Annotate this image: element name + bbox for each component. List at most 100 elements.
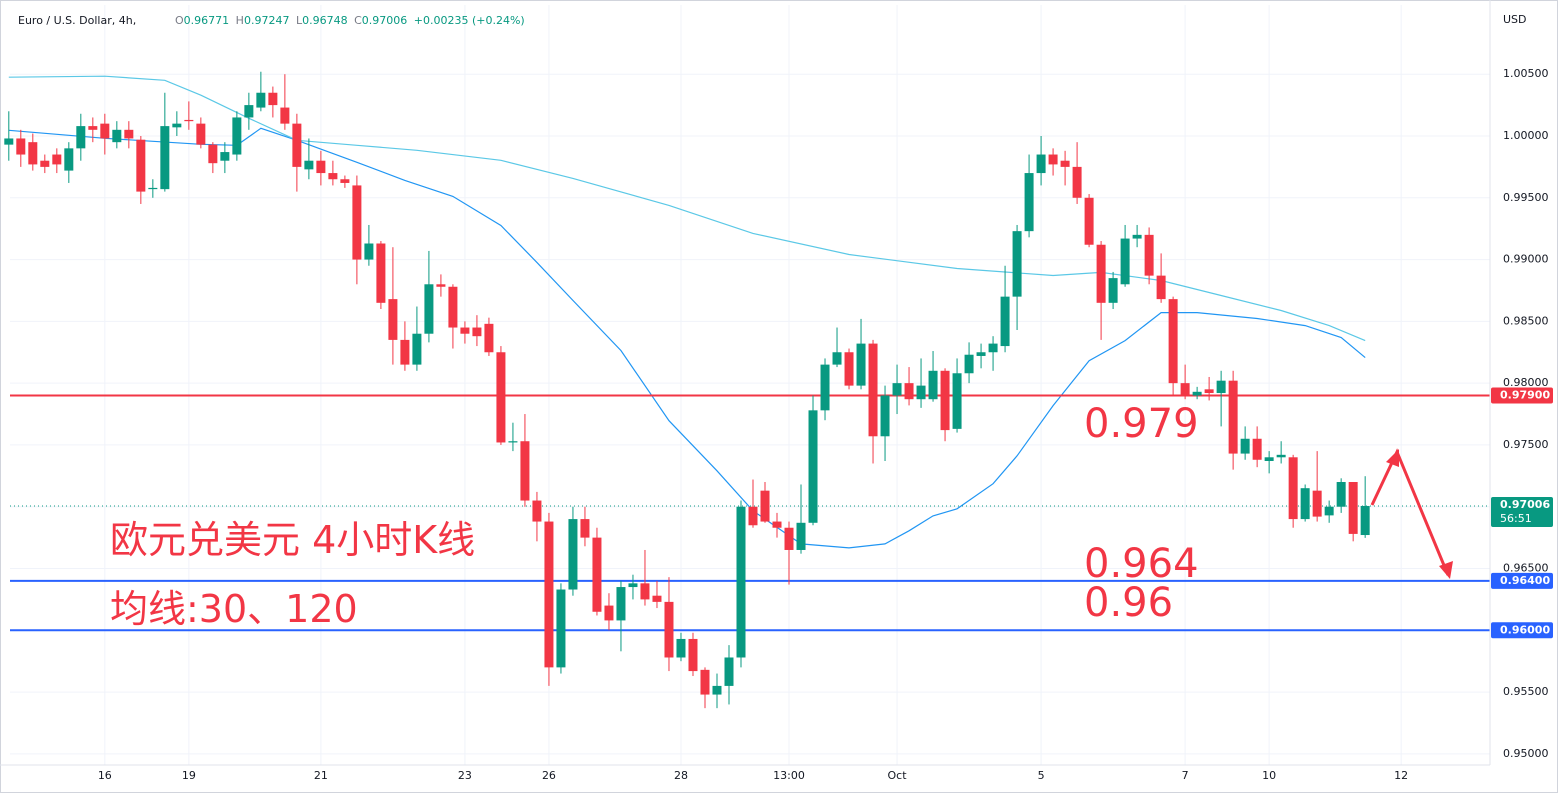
candle-body [580, 519, 590, 538]
candle-body [820, 364, 830, 411]
candle-body [448, 286, 458, 328]
ohlc-value: 0.96748 [302, 14, 348, 27]
candle-body [1096, 244, 1106, 303]
candle-body [976, 352, 986, 356]
candle-body [832, 352, 842, 365]
candle-body [676, 638, 686, 658]
annotation: 0.964 [1084, 541, 1199, 587]
y-tick-label: 1.00500 [1503, 67, 1549, 80]
candle-body [1156, 275, 1166, 300]
level-label-box [1491, 622, 1553, 639]
countdown-label: 56:51 [1500, 512, 1532, 525]
symbol-title: Euro / U.S. Dollar, 4h, [18, 14, 136, 27]
candle-body [280, 107, 290, 124]
y-tick-label: 0.96500 [1503, 562, 1549, 575]
candle-body [244, 105, 254, 118]
candle-body [760, 490, 770, 522]
level-label-box [1491, 572, 1553, 589]
candle-body [424, 284, 434, 334]
candle-body [784, 527, 794, 550]
arrow-head [1439, 561, 1453, 579]
candle-body [772, 521, 782, 528]
candle-body [1192, 391, 1202, 396]
candle-body [1264, 457, 1274, 461]
candle-body [364, 243, 374, 260]
candle-body [1084, 197, 1094, 245]
ohlc-value: 0.96771 [184, 14, 230, 27]
axes: 1.00500 1.00000 0.99500 0.99000 0.98500 0.980… [98, 67, 1553, 782]
candle-body [1240, 438, 1250, 454]
candle-body [148, 187, 158, 190]
candle-body [124, 129, 134, 139]
candle-body [1288, 457, 1298, 520]
x-tick-label: 26 [542, 769, 556, 782]
candle-body [16, 138, 26, 155]
x-tick-label: 13:00 [773, 769, 805, 782]
candle-body [208, 144, 218, 164]
level-label-box [1491, 387, 1553, 404]
level-label: 0.97900 [1500, 389, 1550, 402]
ohlc-label: O [175, 14, 184, 27]
ohlc-value: 0.97006 [362, 14, 408, 27]
candle-body [652, 595, 662, 602]
ohlc-legend: O0.96771 H0.97247 L0.96748 C0.97006 +0.0… [175, 14, 525, 27]
candle-body [568, 519, 578, 590]
candle-body [376, 243, 386, 303]
candle-body [1360, 505, 1370, 536]
candle-body [1252, 438, 1262, 460]
annotation: 0.979 [1084, 401, 1199, 447]
candle-body [340, 179, 350, 183]
candle-body [160, 126, 170, 190]
level-label: 0.96000 [1500, 623, 1550, 636]
candle-body [496, 352, 506, 443]
candle-body [1336, 482, 1346, 507]
candle-body [412, 333, 422, 365]
last-price-label: 0.97006 [1500, 498, 1550, 511]
candle-body [688, 638, 698, 672]
annotation: 欧元兑美元 4小时K线 [110, 518, 475, 562]
candle-body [400, 339, 410, 365]
candle-body [844, 352, 854, 386]
ohlc-change: +0.00235 (+0.24%) [414, 14, 525, 27]
candle-body [520, 441, 530, 501]
candle-body [1072, 166, 1082, 198]
candle-body [76, 126, 86, 149]
candles [4, 71, 1370, 709]
candle-body [1324, 506, 1334, 516]
candle-body [604, 605, 614, 621]
candle-body [196, 123, 206, 145]
candle-body [928, 370, 938, 400]
candle-body [592, 537, 602, 612]
candle-body [52, 154, 62, 165]
candle-body [1228, 380, 1238, 454]
y-tick-label: 0.97500 [1503, 438, 1549, 451]
candle-body [1216, 380, 1226, 394]
candle-body [316, 160, 326, 174]
candle-body [544, 521, 554, 668]
x-tick-label: 21 [314, 769, 328, 782]
candle-body [64, 148, 74, 171]
candle-body [1060, 160, 1070, 167]
candle-body [388, 299, 398, 340]
candle-body [1024, 173, 1034, 232]
x-tick-label: 5 [1038, 769, 1045, 782]
candle-body [184, 119, 194, 122]
candle-body [736, 506, 746, 658]
ohlc-label: C [354, 14, 362, 27]
candle-body [220, 152, 230, 161]
currency-label: USD [1503, 13, 1527, 26]
y-tick-label: 0.95500 [1503, 685, 1549, 698]
candle-body [940, 370, 950, 431]
candle-body [628, 583, 638, 588]
candle-body [1180, 383, 1190, 396]
candle-body [1276, 454, 1286, 458]
candle-body [472, 327, 482, 337]
candle-body [1144, 234, 1154, 276]
y-tick-label: 0.98000 [1503, 376, 1549, 389]
candle-body [232, 117, 242, 155]
candle-body [88, 126, 98, 130]
candle-body [484, 323, 494, 353]
candle-body [916, 385, 926, 400]
candle-body [796, 522, 806, 550]
